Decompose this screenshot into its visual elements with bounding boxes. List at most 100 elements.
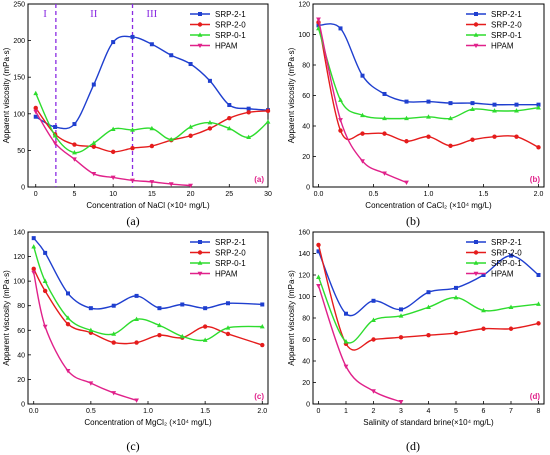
y-axis-title: Apparent viscosity (mPa·s) — [287, 270, 296, 366]
legend-marker — [474, 12, 478, 16]
legend-label: SRP-2-0 — [215, 249, 246, 258]
y-tick-label: 120 — [298, 2, 310, 9]
legend-label: HPAM — [215, 270, 238, 279]
data-point — [265, 119, 271, 124]
data-point — [65, 321, 71, 327]
legend-label: HPAM — [491, 42, 514, 51]
data-point — [426, 134, 431, 139]
x-tick-label: 7 — [509, 408, 513, 415]
data-point — [110, 175, 116, 181]
y-tick-label: 150 — [13, 75, 25, 82]
data-point — [426, 290, 431, 295]
data-point — [31, 270, 37, 276]
panel-tag: (d) — [530, 392, 541, 401]
data-point — [382, 171, 387, 176]
data-point — [492, 108, 497, 113]
data-point — [226, 301, 230, 306]
data-point — [31, 244, 37, 249]
data-point — [316, 25, 321, 31]
y-tick-label: 60 — [17, 328, 25, 335]
series-srp-2-1 — [316, 249, 541, 317]
data-point — [179, 333, 185, 339]
data-point — [52, 141, 58, 146]
x-tick-label: 1.5 — [200, 408, 210, 415]
x-tick-label: 5 — [72, 191, 76, 198]
legend-marker — [473, 271, 479, 277]
data-point — [180, 302, 185, 307]
series-srp-0-1 — [316, 274, 541, 344]
data-point — [134, 316, 139, 322]
data-point — [188, 124, 193, 129]
series-srp-2-0 — [31, 266, 265, 348]
data-point — [188, 133, 193, 138]
series-srp-0-1 — [33, 90, 271, 155]
data-point — [338, 26, 343, 31]
y-tick-label: 40 — [302, 359, 310, 366]
legend-label: SRP-0-1 — [215, 259, 246, 268]
legend-label: SRP-2-1 — [215, 10, 246, 19]
data-point — [91, 82, 96, 87]
panel-tag: (a) — [254, 175, 264, 184]
y-tick-label: 20 — [302, 380, 310, 387]
chart-panel-3: 0.0 0.5 1.0 1.5 2.0 0 20 40 60 80 100 120 140 Concent… — [2, 230, 269, 453]
y-tick-label: 100 — [13, 111, 25, 118]
data-point — [536, 273, 541, 277]
data-point — [481, 307, 486, 313]
data-point — [130, 146, 135, 151]
panel-tag: (b) — [530, 175, 541, 184]
y-tick-label: 120 — [13, 254, 25, 261]
series-line — [317, 285, 402, 403]
data-point — [130, 178, 135, 184]
data-point — [265, 108, 271, 114]
series-hpam — [31, 270, 139, 403]
data-point — [134, 340, 139, 345]
data-point — [338, 118, 343, 123]
data-point — [110, 126, 116, 131]
x-tick-label: 25 — [225, 191, 233, 198]
y-tick-label: 100 — [13, 279, 25, 286]
series-srp-2-0 — [33, 105, 271, 155]
data-point — [398, 335, 404, 340]
x-tick-label: 0 — [317, 408, 321, 415]
data-point — [260, 342, 265, 348]
data-point — [344, 311, 348, 316]
region-label: III — [146, 8, 157, 20]
region-label: II — [90, 8, 98, 20]
data-point — [130, 34, 135, 39]
data-point — [134, 398, 139, 403]
data-point — [202, 324, 208, 329]
data-point — [404, 180, 409, 186]
y-tick-label: 100 — [298, 32, 310, 39]
x-tick-label: 3 — [399, 408, 403, 415]
legend-label: SRP-0-1 — [491, 259, 522, 268]
series-line — [35, 111, 191, 187]
data-point — [246, 110, 251, 115]
data-point — [72, 122, 77, 127]
data-point — [42, 288, 48, 294]
data-point — [360, 73, 365, 78]
data-point — [316, 274, 321, 279]
x-tick-label: 20 — [187, 191, 195, 198]
data-point — [246, 134, 252, 140]
data-point — [426, 333, 431, 338]
data-point — [316, 283, 321, 289]
data-point — [88, 327, 94, 333]
series-srp-2-1 — [316, 23, 541, 107]
y-axis-title: Apparent viscosity (mPa·s) — [2, 47, 11, 143]
y-tick-label: 20 — [17, 377, 25, 384]
x-axis-title: Concentration of MgCl₂ (×10⁴ mg/L) — [84, 418, 212, 427]
y-tick-label: 160 — [298, 230, 310, 237]
data-point — [360, 159, 365, 164]
legend-label: SRP-2-1 — [491, 238, 522, 247]
series-line — [317, 19, 407, 184]
legend-label: SRP-2-0 — [215, 21, 246, 30]
legend-marker — [197, 22, 203, 27]
legend-marker — [198, 240, 202, 244]
data-point — [111, 331, 117, 336]
data-point — [338, 97, 343, 102]
legend-marker — [197, 250, 203, 255]
data-point — [514, 134, 519, 139]
x-tick-label: 0.5 — [369, 191, 379, 198]
